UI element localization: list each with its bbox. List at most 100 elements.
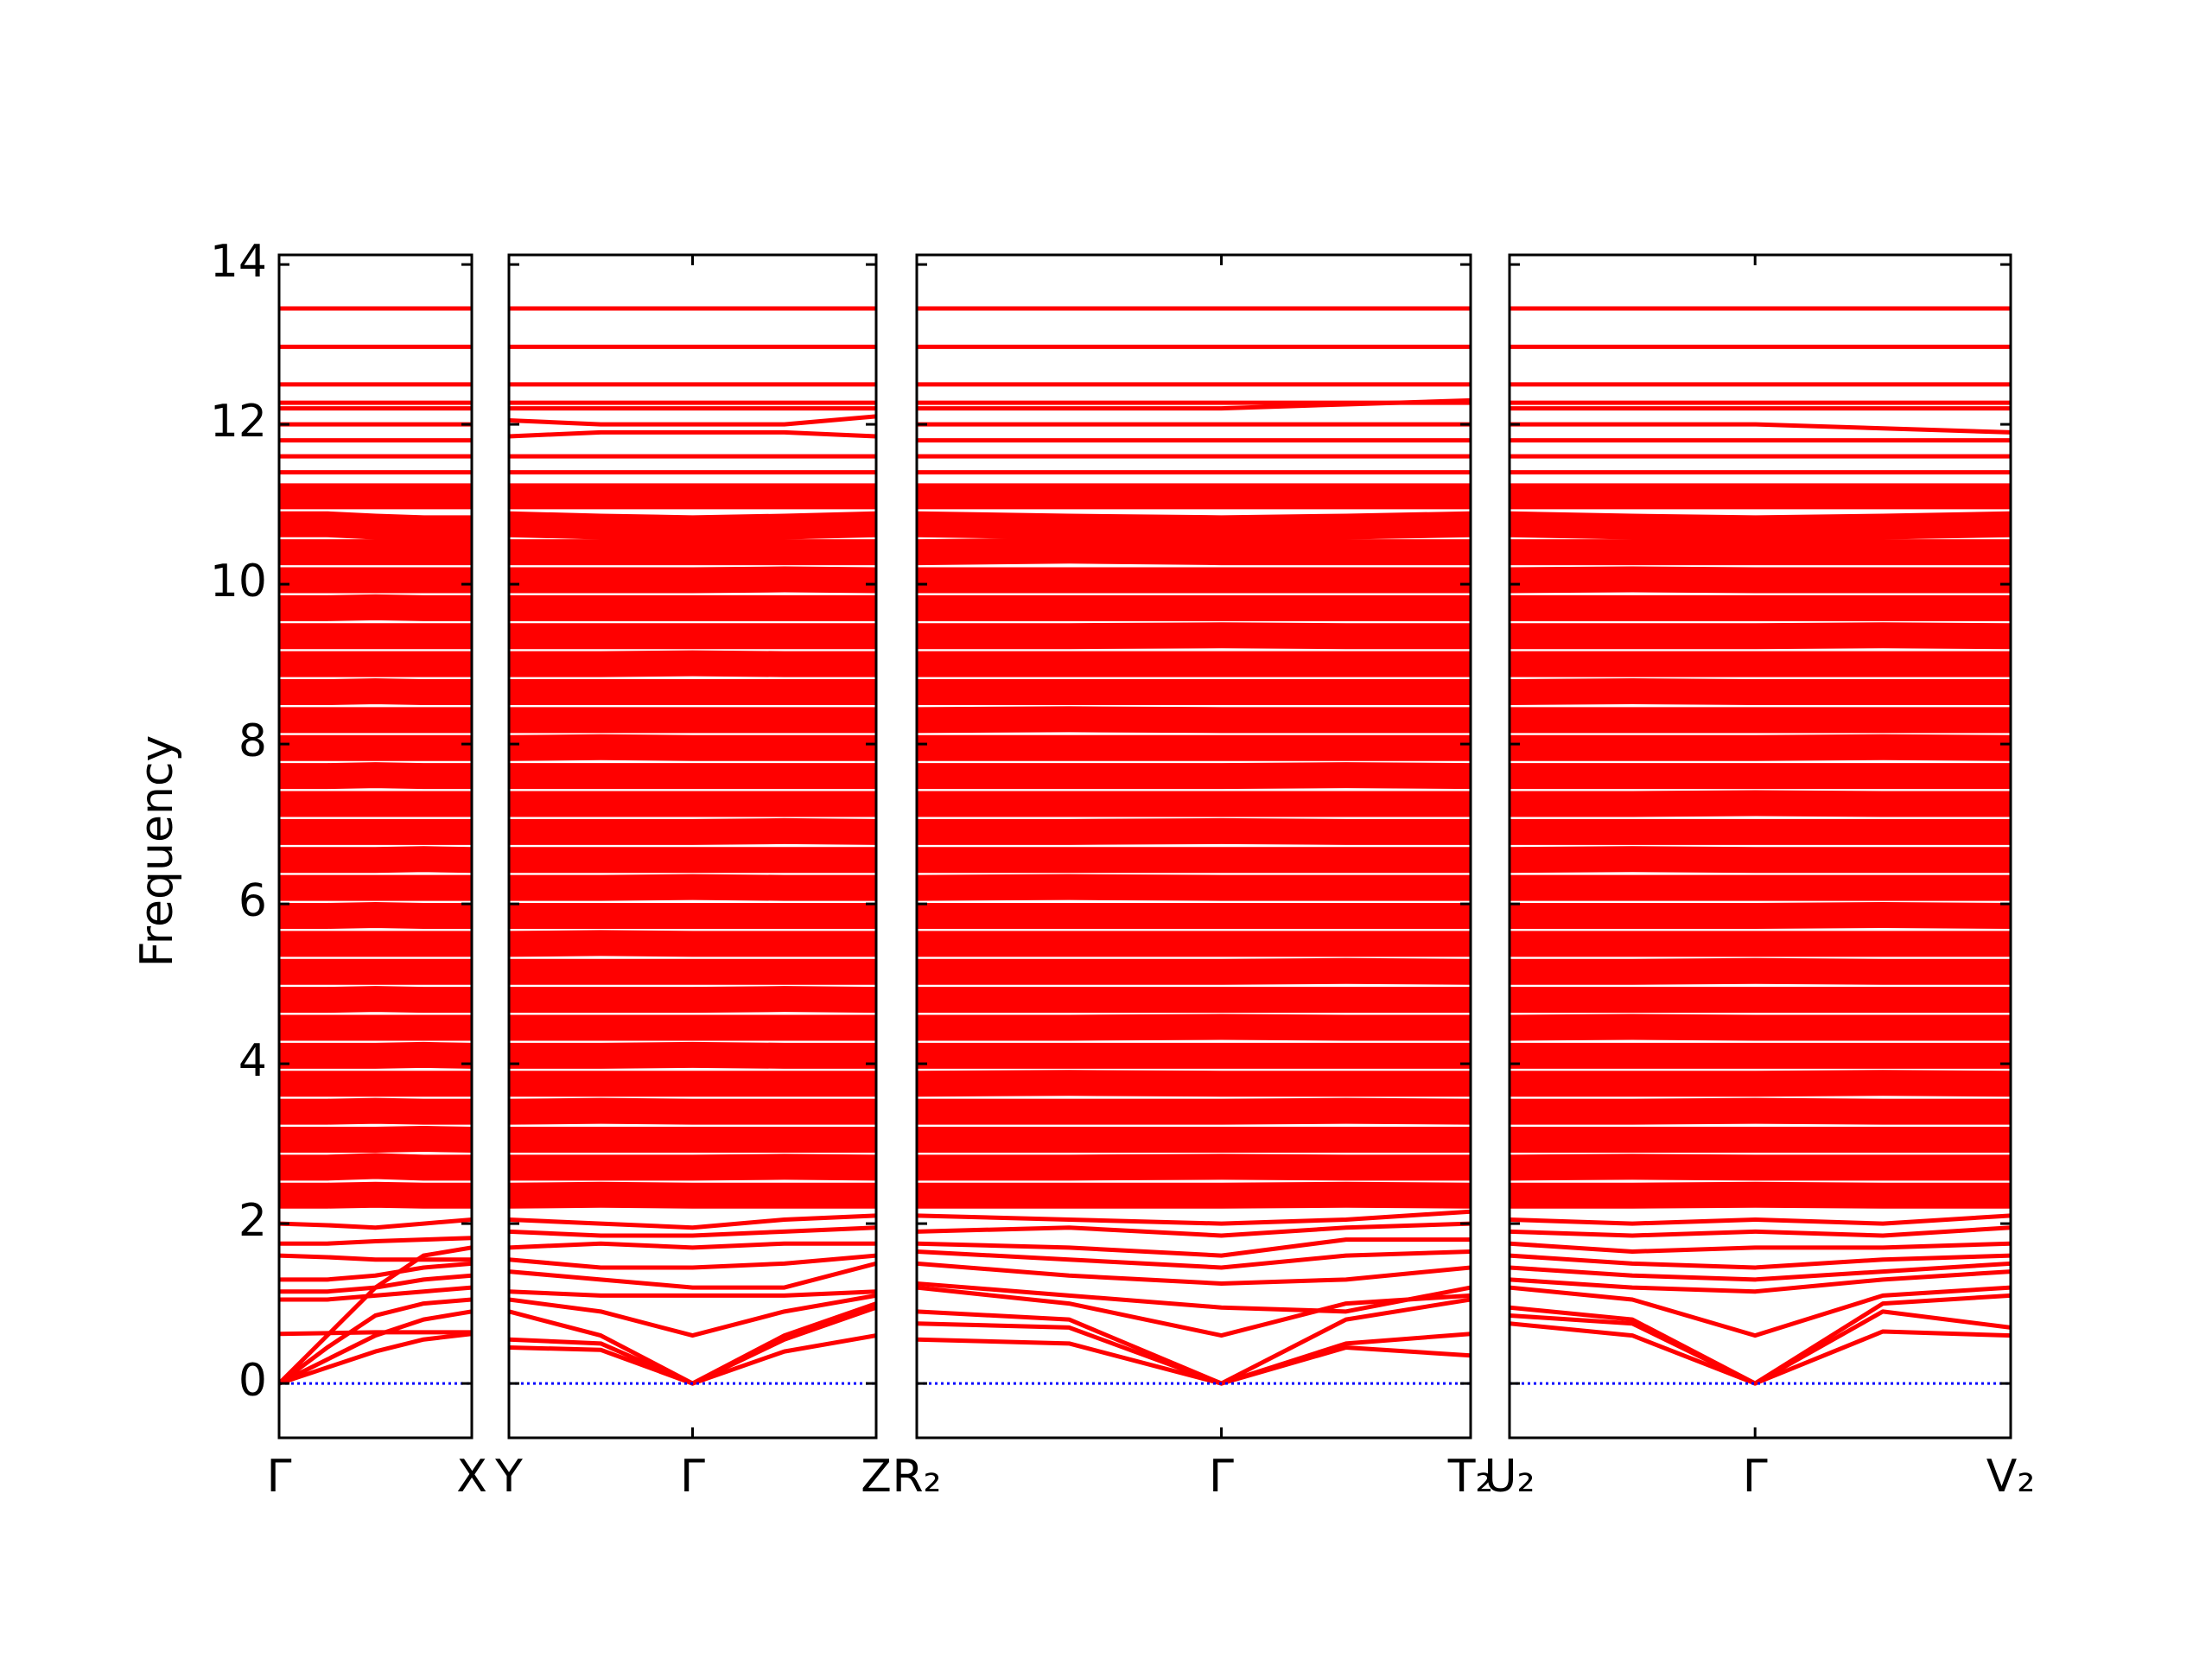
band-line [279, 1261, 472, 1282]
band-line [279, 1126, 472, 1153]
plot-area [917, 306, 1471, 1386]
band-line [279, 986, 472, 1014]
band-line [509, 930, 876, 957]
band-line [917, 1181, 1471, 1209]
band-line [509, 1261, 876, 1290]
band-line [509, 1253, 876, 1270]
band-line [1510, 622, 2011, 650]
band-line [1510, 511, 2011, 542]
band-line [1510, 1097, 2011, 1125]
band-line [917, 1154, 1471, 1181]
band-line [917, 1221, 1471, 1238]
y-tick-label: 0 [238, 1355, 267, 1407]
plot-area [1510, 306, 2011, 1386]
band-line [509, 511, 876, 542]
band-line [1510, 1253, 2011, 1270]
band-line [279, 1097, 472, 1125]
x-tick-label: T₂ [1447, 1451, 1494, 1503]
band-line [1510, 1014, 2011, 1041]
band-line [917, 957, 1471, 985]
band-line [279, 762, 472, 790]
band-line [279, 1285, 472, 1302]
plot-area [509, 306, 876, 1386]
band-line [279, 1273, 472, 1294]
band-line [917, 622, 1471, 650]
band-line [509, 874, 876, 901]
band-line [917, 1261, 1471, 1286]
band-line [279, 511, 472, 542]
band-line [279, 594, 472, 621]
y-tick-label: 8 [238, 715, 267, 767]
band-line [917, 1281, 1471, 1314]
x-tick-label: R₂ [893, 1451, 942, 1503]
x-tick-label: Z [861, 1451, 892, 1503]
band-line [279, 678, 472, 705]
x-tick-label: Γ [1209, 1451, 1234, 1503]
band-line [917, 762, 1471, 790]
band-line [1510, 1154, 2011, 1181]
band-line [917, 1014, 1471, 1041]
band-line [1510, 846, 2011, 874]
band-line [1510, 1285, 2011, 1338]
y-tick-label: 6 [238, 875, 267, 927]
x-tick-label: U₂ [1484, 1451, 1535, 1503]
band-line [1510, 1070, 2011, 1097]
band-line [917, 1237, 1471, 1258]
band-line [509, 1097, 876, 1125]
band-line [509, 1154, 876, 1181]
band-line [509, 817, 876, 845]
band-line [509, 1225, 876, 1238]
band-line [1510, 678, 2011, 705]
band-line [1510, 1181, 2011, 1209]
band-line [279, 846, 472, 874]
band-line [917, 1070, 1471, 1097]
plot-area [279, 306, 472, 1386]
band-line [917, 874, 1471, 901]
band-line [917, 706, 1471, 734]
band-line [917, 1209, 1471, 1226]
band-line [1510, 422, 2011, 435]
y-axis-label: Frequency [131, 735, 183, 968]
band-line [1510, 1269, 2011, 1294]
band-line [1510, 1225, 2011, 1238]
band-line [917, 817, 1471, 845]
band-line [279, 902, 472, 929]
panel-frame [915, 253, 1472, 1440]
band-line [1510, 902, 2011, 929]
panel-frame [1508, 253, 2012, 1440]
band-line [1510, 1261, 2011, 1282]
band-line [1510, 1293, 2011, 1386]
band-line [917, 1337, 1471, 1386]
band-line [279, 1041, 472, 1069]
band-line [917, 1097, 1471, 1125]
band-line [509, 1241, 876, 1250]
band-line [917, 1285, 1471, 1338]
band-line [917, 1249, 1471, 1270]
y-tick-label: 14 [210, 236, 267, 288]
x-tick-label: V₂ [1986, 1451, 2035, 1503]
band-line [1510, 1309, 2011, 1386]
band-line [279, 1330, 472, 1337]
band-line [279, 1236, 472, 1246]
band-line [509, 1293, 876, 1338]
band-line [917, 537, 1471, 566]
band-line [509, 1213, 876, 1230]
y-tick-label: 10 [210, 556, 267, 607]
band-line [1510, 1213, 2011, 1226]
y-tick-label: 2 [238, 1195, 267, 1247]
y-tick-label: 4 [238, 1035, 267, 1087]
band-line [279, 1217, 472, 1230]
band-line [279, 1253, 472, 1262]
band-line [917, 1321, 1471, 1386]
x-tick-label: X [456, 1451, 487, 1503]
band-line [279, 1332, 472, 1386]
band-line [509, 1041, 876, 1069]
band-line [509, 566, 876, 594]
band-line [279, 1309, 472, 1386]
band-line [509, 1181, 876, 1209]
x-tick-label: Γ [1743, 1451, 1768, 1503]
band-line [1510, 1241, 2011, 1254]
band-line [1510, 566, 2011, 594]
band-line [1510, 957, 2011, 985]
